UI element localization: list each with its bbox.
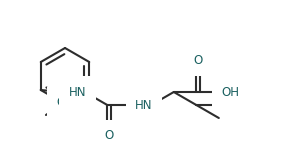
Text: O: O	[194, 54, 203, 67]
Text: O: O	[56, 96, 66, 109]
Text: O: O	[104, 129, 113, 142]
Text: OH: OH	[222, 85, 240, 99]
Text: HN: HN	[135, 99, 153, 111]
Text: HN: HN	[69, 85, 86, 99]
